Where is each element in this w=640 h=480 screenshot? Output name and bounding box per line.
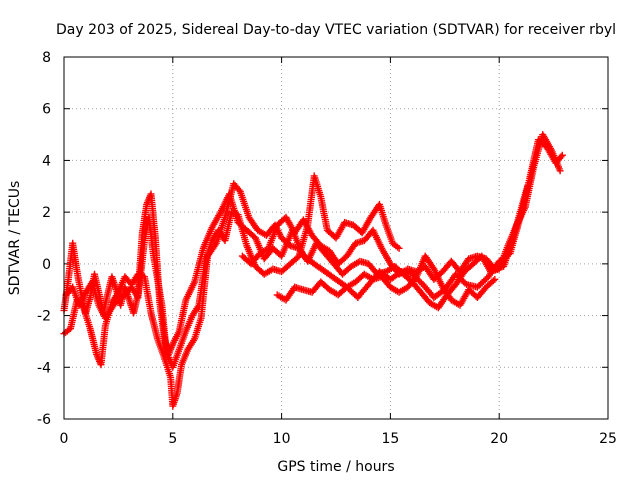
y-tick-label: 6: [42, 102, 51, 118]
y-axis-label: SDTVAR / TECUs: [7, 181, 23, 296]
x-tick-label: 10: [273, 431, 291, 447]
data-point: [491, 275, 499, 283]
x-tick-label: 25: [599, 431, 617, 447]
data-point: [557, 153, 565, 161]
y-tick-label: 0: [42, 257, 51, 273]
data-point: [556, 167, 564, 175]
plot-frame: [63, 56, 609, 420]
y-tick-label: 4: [42, 153, 51, 169]
x-tick-label: 20: [490, 431, 508, 447]
axis-ticks: 0 5 10 15 20 25 -6 -4 -2 0 2 4 6 8: [37, 50, 617, 447]
y-tick-label: -4: [37, 360, 51, 376]
y-tick-label: 8: [42, 50, 51, 66]
x-tick-label: 15: [381, 431, 399, 447]
data-point: [558, 151, 566, 159]
data-point: [231, 209, 239, 217]
data-point: [523, 182, 531, 190]
data-point: [489, 277, 497, 285]
data-point: [394, 243, 401, 251]
data-point: [395, 244, 403, 252]
chart-title: Day 203 of 2025, Sidereal Day-to-day VTE…: [56, 22, 616, 38]
data-points: [60, 131, 566, 410]
y-tick-label: -2: [37, 309, 51, 325]
y-tick-label: -6: [37, 412, 51, 428]
x-tick-label: 5: [168, 431, 177, 447]
x-tick-label: 0: [60, 431, 69, 447]
y-tick-label: 2: [42, 205, 51, 221]
x-axis-label: GPS time / hours: [277, 459, 394, 475]
